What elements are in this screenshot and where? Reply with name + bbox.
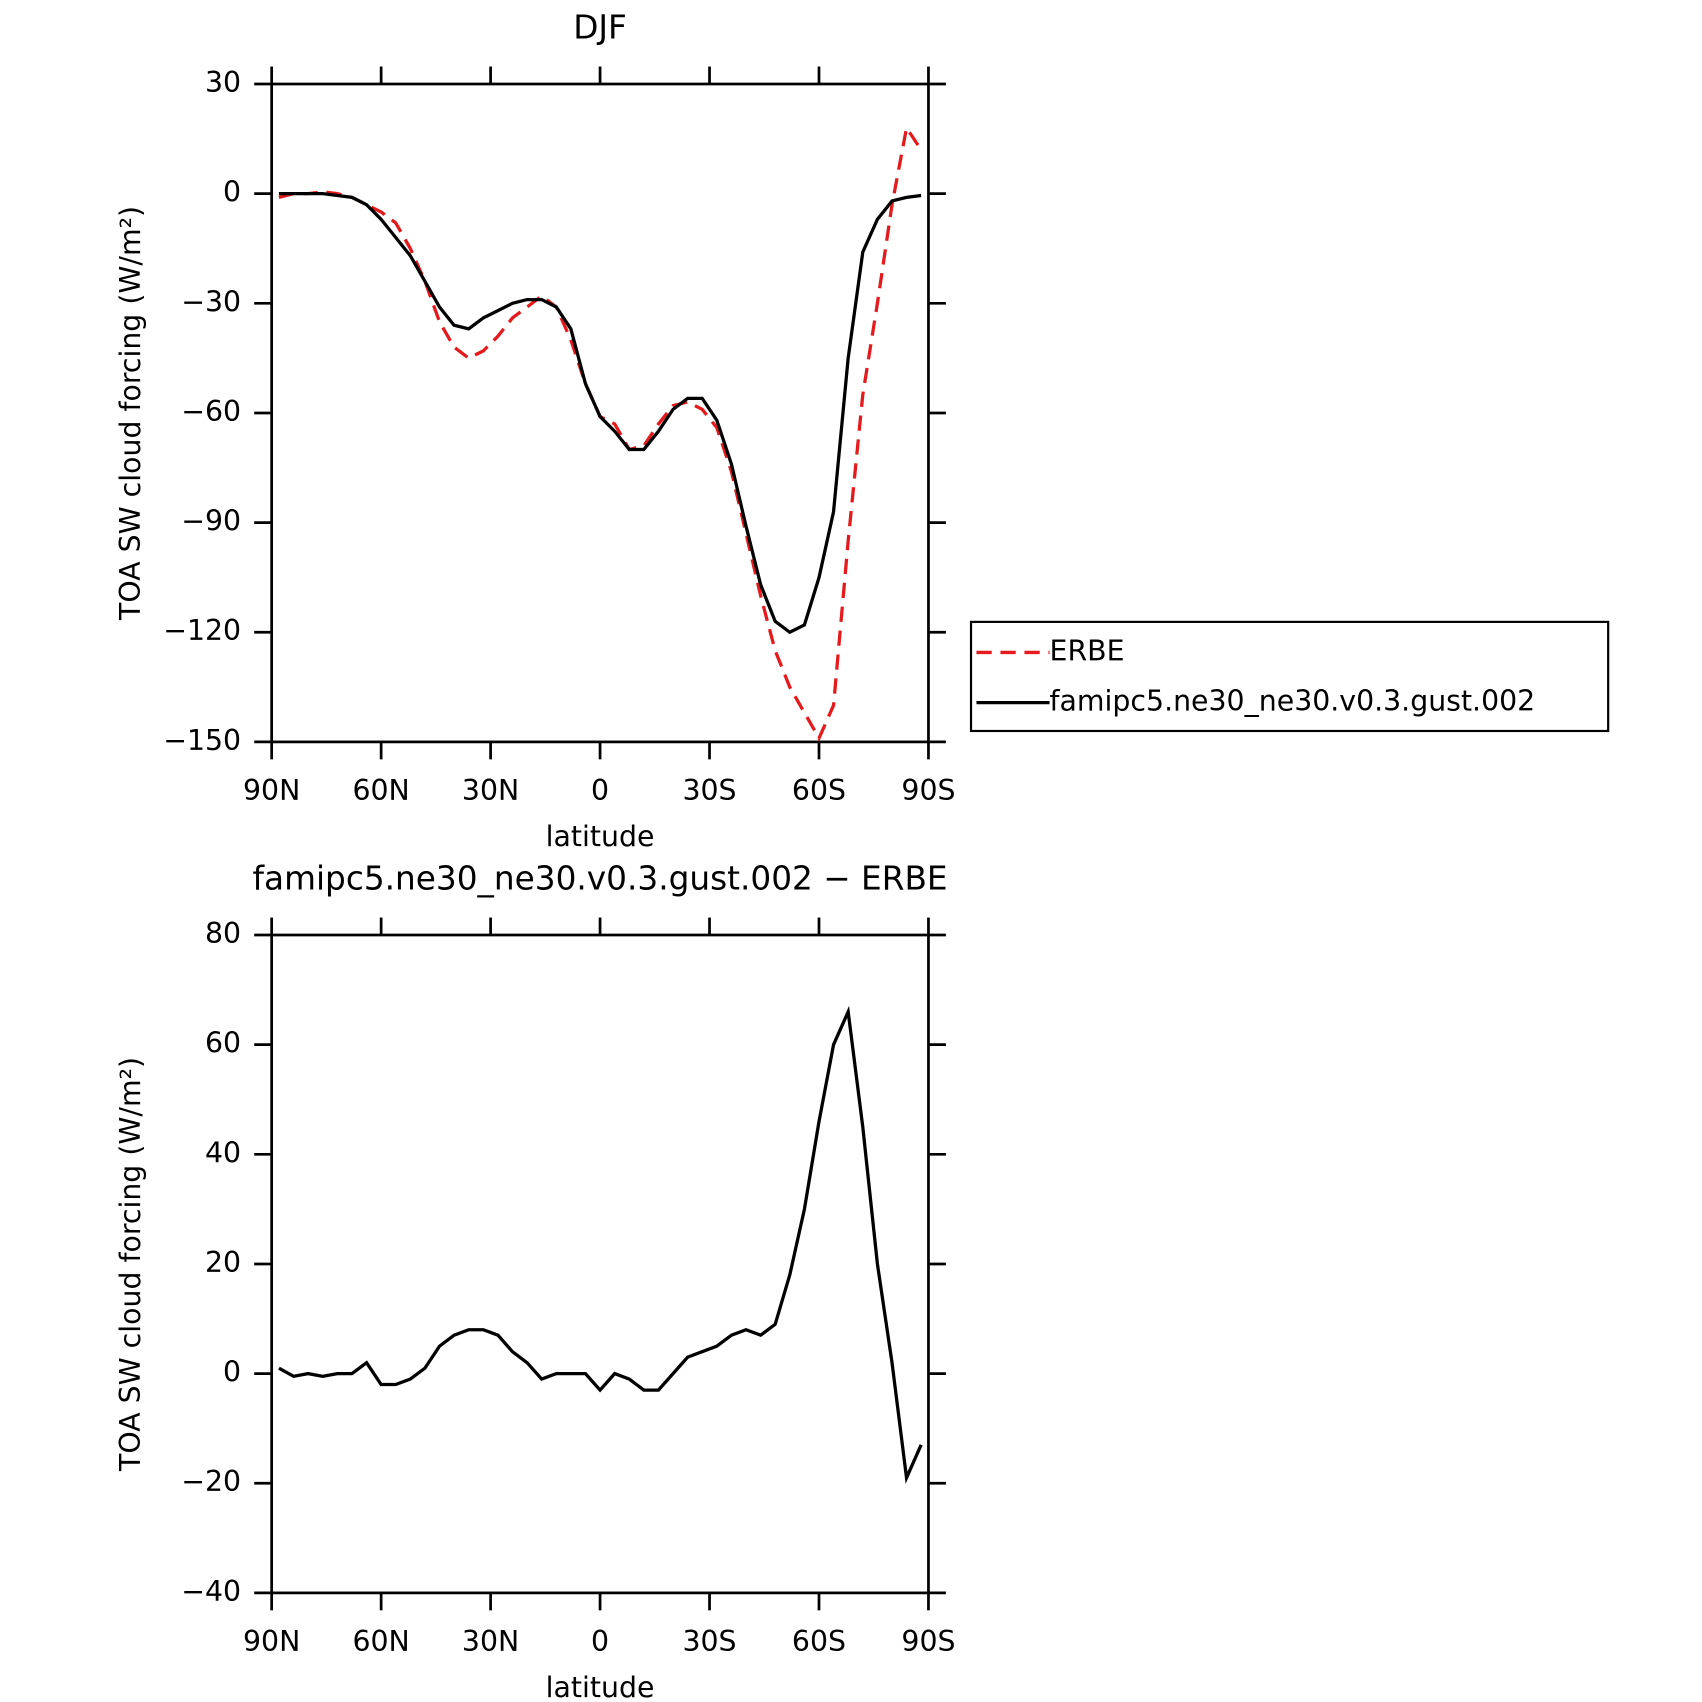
y-axis-label: TOA SW cloud forcing (W/m²)	[114, 206, 147, 621]
x-tick-label: 90N	[243, 774, 300, 807]
series-line	[278, 1005, 923, 1484]
y-tick-label: −120	[163, 614, 241, 647]
legend-box	[969, 620, 1610, 733]
x-tick-label: 30S	[682, 1625, 736, 1658]
x-tick-label: 90N	[243, 1625, 300, 1658]
x-tick-label: 60S	[792, 774, 846, 807]
y-tick-label: 60	[205, 1027, 241, 1060]
y-tick-label: −20	[181, 1465, 241, 1498]
y-tick-label: 0	[223, 1356, 241, 1389]
x-tick-label: 60S	[792, 1625, 846, 1658]
x-tick-label: 90S	[901, 1625, 955, 1658]
x-tick-label: 30N	[462, 774, 519, 807]
chart-title: DJF	[573, 8, 627, 46]
chart-title: famipc5.ne30_ne30.v0.3.gust.002 − ERBE	[253, 859, 948, 897]
y-tick-label: 40	[205, 1136, 241, 1169]
y-tick-label: 30	[205, 66, 241, 99]
y-tick-label: −90	[181, 505, 241, 538]
y-tick-label: −60	[181, 395, 241, 428]
x-axis-label: latitude	[546, 1671, 655, 1702]
x-tick-label: 0	[591, 774, 609, 807]
plot-frame	[270, 933, 930, 1595]
legend-label: ERBE	[1050, 634, 1125, 667]
y-tick-label: 0	[223, 176, 241, 209]
y-tick-label: −30	[181, 285, 241, 318]
y-axis-label: TOA SW cloud forcing (W/m²)	[114, 1057, 147, 1472]
x-tick-label: 90S	[901, 774, 955, 807]
y-tick-label: −150	[163, 724, 241, 757]
legend-label: famipc5.ne30_ne30.v0.3.gust.002	[1050, 685, 1536, 718]
y-tick-label: 20	[205, 1246, 241, 1279]
x-tick-label: 60N	[352, 1625, 409, 1658]
x-tick-label: 30S	[682, 774, 736, 807]
series-line	[278, 192, 922, 635]
y-tick-label: −40	[181, 1575, 241, 1608]
series-line	[278, 123, 923, 742]
x-tick-label: 60N	[352, 774, 409, 807]
x-axis-label: latitude	[546, 820, 655, 853]
x-tick-label: 0	[591, 1625, 609, 1658]
y-tick-label: 80	[205, 917, 241, 950]
x-tick-label: 30N	[462, 1625, 519, 1658]
